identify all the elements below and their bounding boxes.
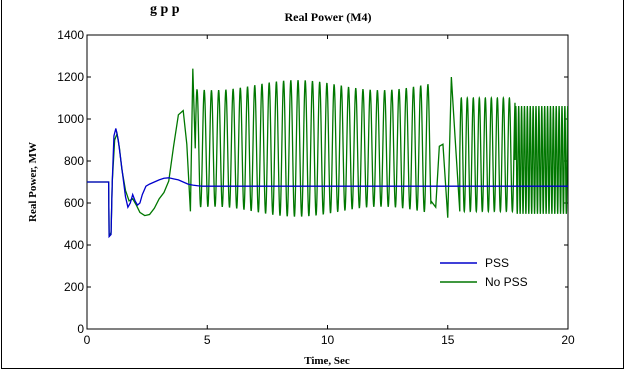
series-line-no-pss — [87, 68, 568, 237]
legend-label-pss: PSS — [485, 256, 509, 270]
x-tick-label: 15 — [441, 333, 455, 347]
y-tick-label: 1400 — [57, 28, 84, 42]
y-tick-label: 1000 — [57, 112, 84, 126]
header-fragment: g p p — [150, 2, 180, 17]
x-tick-label: 20 — [561, 333, 575, 347]
y-tick-label: 0 — [77, 322, 84, 336]
y-tick-label: 400 — [64, 238, 84, 252]
legend-box — [433, 249, 565, 291]
x-tick-label: 5 — [204, 333, 211, 347]
y-tick-label: 1200 — [57, 70, 84, 84]
legend-label-no-pss: No PSS — [485, 275, 528, 289]
legend: PSS No PSS — [433, 249, 565, 291]
y-tick-label: 200 — [64, 280, 84, 294]
x-tick-label: 10 — [321, 333, 335, 347]
series-layer — [87, 68, 568, 239]
x-tick-label: 0 — [84, 333, 91, 347]
x-axis: 0 5 10 15 20 — [84, 35, 575, 347]
series-line-pss — [87, 128, 568, 239]
chart-title: Real Power (M4) — [284, 10, 371, 24]
y-tick-label: 800 — [64, 154, 84, 168]
y-tick-label: 600 — [64, 196, 84, 210]
y-axis-label: Real Power, MW — [27, 142, 39, 222]
x-axis-label: Time, Sec — [304, 355, 350, 367]
y-axis: 0 200 400 600 800 1000 1200 1400 — [57, 28, 568, 336]
